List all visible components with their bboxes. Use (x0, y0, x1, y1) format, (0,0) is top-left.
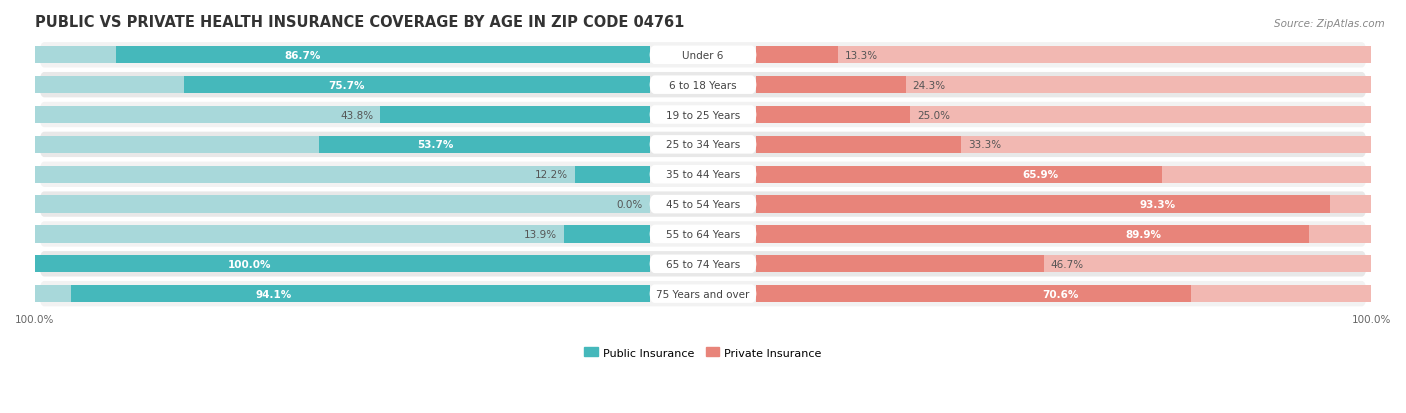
Text: 25.0%: 25.0% (917, 110, 950, 120)
Bar (756, 47, 838, 64)
Bar (756, 47, 1371, 64)
Bar (184, 77, 650, 94)
Text: 70.6%: 70.6% (1042, 289, 1078, 299)
Bar (35, 77, 650, 94)
Bar (756, 285, 1371, 303)
Text: 13.3%: 13.3% (845, 51, 879, 61)
Text: 45 to 54 Years: 45 to 54 Years (666, 199, 740, 209)
Text: PUBLIC VS PRIVATE HEALTH INSURANCE COVERAGE BY AGE IN ZIP CODE 04761: PUBLIC VS PRIVATE HEALTH INSURANCE COVER… (35, 15, 685, 30)
FancyBboxPatch shape (650, 136, 756, 154)
FancyBboxPatch shape (650, 225, 756, 244)
Text: 93.3%: 93.3% (1140, 199, 1175, 209)
Bar (35, 226, 650, 243)
FancyBboxPatch shape (650, 195, 756, 214)
Text: 35 to 44 Years: 35 to 44 Years (666, 170, 740, 180)
Bar (35, 166, 650, 183)
Text: 6 to 18 Years: 6 to 18 Years (669, 81, 737, 90)
Bar (756, 256, 1371, 273)
Bar (319, 136, 650, 154)
Text: 100.0%: 100.0% (228, 259, 271, 269)
Text: 75.7%: 75.7% (329, 81, 366, 90)
Bar (35, 256, 650, 273)
FancyBboxPatch shape (39, 42, 1367, 69)
Text: 46.7%: 46.7% (1050, 259, 1084, 269)
FancyBboxPatch shape (39, 280, 1367, 308)
Bar (756, 196, 1330, 213)
Bar (756, 285, 1191, 303)
FancyBboxPatch shape (39, 191, 1367, 218)
FancyBboxPatch shape (39, 131, 1367, 159)
Bar (756, 136, 1371, 154)
Text: 25 to 34 Years: 25 to 34 Years (666, 140, 740, 150)
Bar (756, 226, 1371, 243)
Bar (756, 136, 962, 154)
FancyBboxPatch shape (39, 221, 1367, 248)
Bar (756, 107, 910, 124)
Bar (564, 226, 650, 243)
Text: 75 Years and over: 75 Years and over (657, 289, 749, 299)
Bar (756, 107, 1371, 124)
Bar (756, 196, 1371, 213)
Bar (756, 77, 905, 94)
FancyBboxPatch shape (650, 76, 756, 95)
Legend: Public Insurance, Private Insurance: Public Insurance, Private Insurance (579, 343, 827, 362)
FancyBboxPatch shape (650, 166, 756, 184)
Text: 12.2%: 12.2% (534, 170, 568, 180)
Text: 94.1%: 94.1% (256, 289, 291, 299)
FancyBboxPatch shape (650, 255, 756, 273)
Bar (35, 47, 650, 64)
FancyBboxPatch shape (39, 161, 1367, 188)
Bar (380, 107, 650, 124)
FancyBboxPatch shape (650, 106, 756, 124)
Bar (756, 166, 1161, 183)
Text: 55 to 64 Years: 55 to 64 Years (666, 229, 740, 240)
Bar (35, 256, 650, 273)
Bar (35, 285, 650, 303)
Text: 33.3%: 33.3% (967, 140, 1001, 150)
Bar (575, 166, 650, 183)
FancyBboxPatch shape (650, 285, 756, 303)
Bar (70, 285, 650, 303)
Text: 13.9%: 13.9% (524, 229, 557, 240)
Text: 89.9%: 89.9% (1125, 229, 1161, 240)
Text: 43.8%: 43.8% (340, 110, 374, 120)
Bar (35, 136, 650, 154)
Bar (756, 226, 1309, 243)
Bar (756, 256, 1043, 273)
Text: 86.7%: 86.7% (285, 51, 321, 61)
Bar (117, 47, 650, 64)
Text: 65 to 74 Years: 65 to 74 Years (666, 259, 740, 269)
Text: Under 6: Under 6 (682, 51, 724, 61)
Bar (35, 107, 650, 124)
Text: 19 to 25 Years: 19 to 25 Years (666, 110, 740, 120)
FancyBboxPatch shape (39, 102, 1367, 129)
Bar (756, 166, 1371, 183)
Text: 0.0%: 0.0% (617, 199, 643, 209)
FancyBboxPatch shape (39, 250, 1367, 278)
FancyBboxPatch shape (650, 46, 756, 65)
Text: 53.7%: 53.7% (416, 140, 453, 150)
Bar (35, 196, 650, 213)
Text: 65.9%: 65.9% (1022, 170, 1059, 180)
Text: Source: ZipAtlas.com: Source: ZipAtlas.com (1274, 19, 1385, 28)
FancyBboxPatch shape (39, 72, 1367, 99)
Bar (756, 77, 1371, 94)
Text: 24.3%: 24.3% (912, 81, 946, 90)
